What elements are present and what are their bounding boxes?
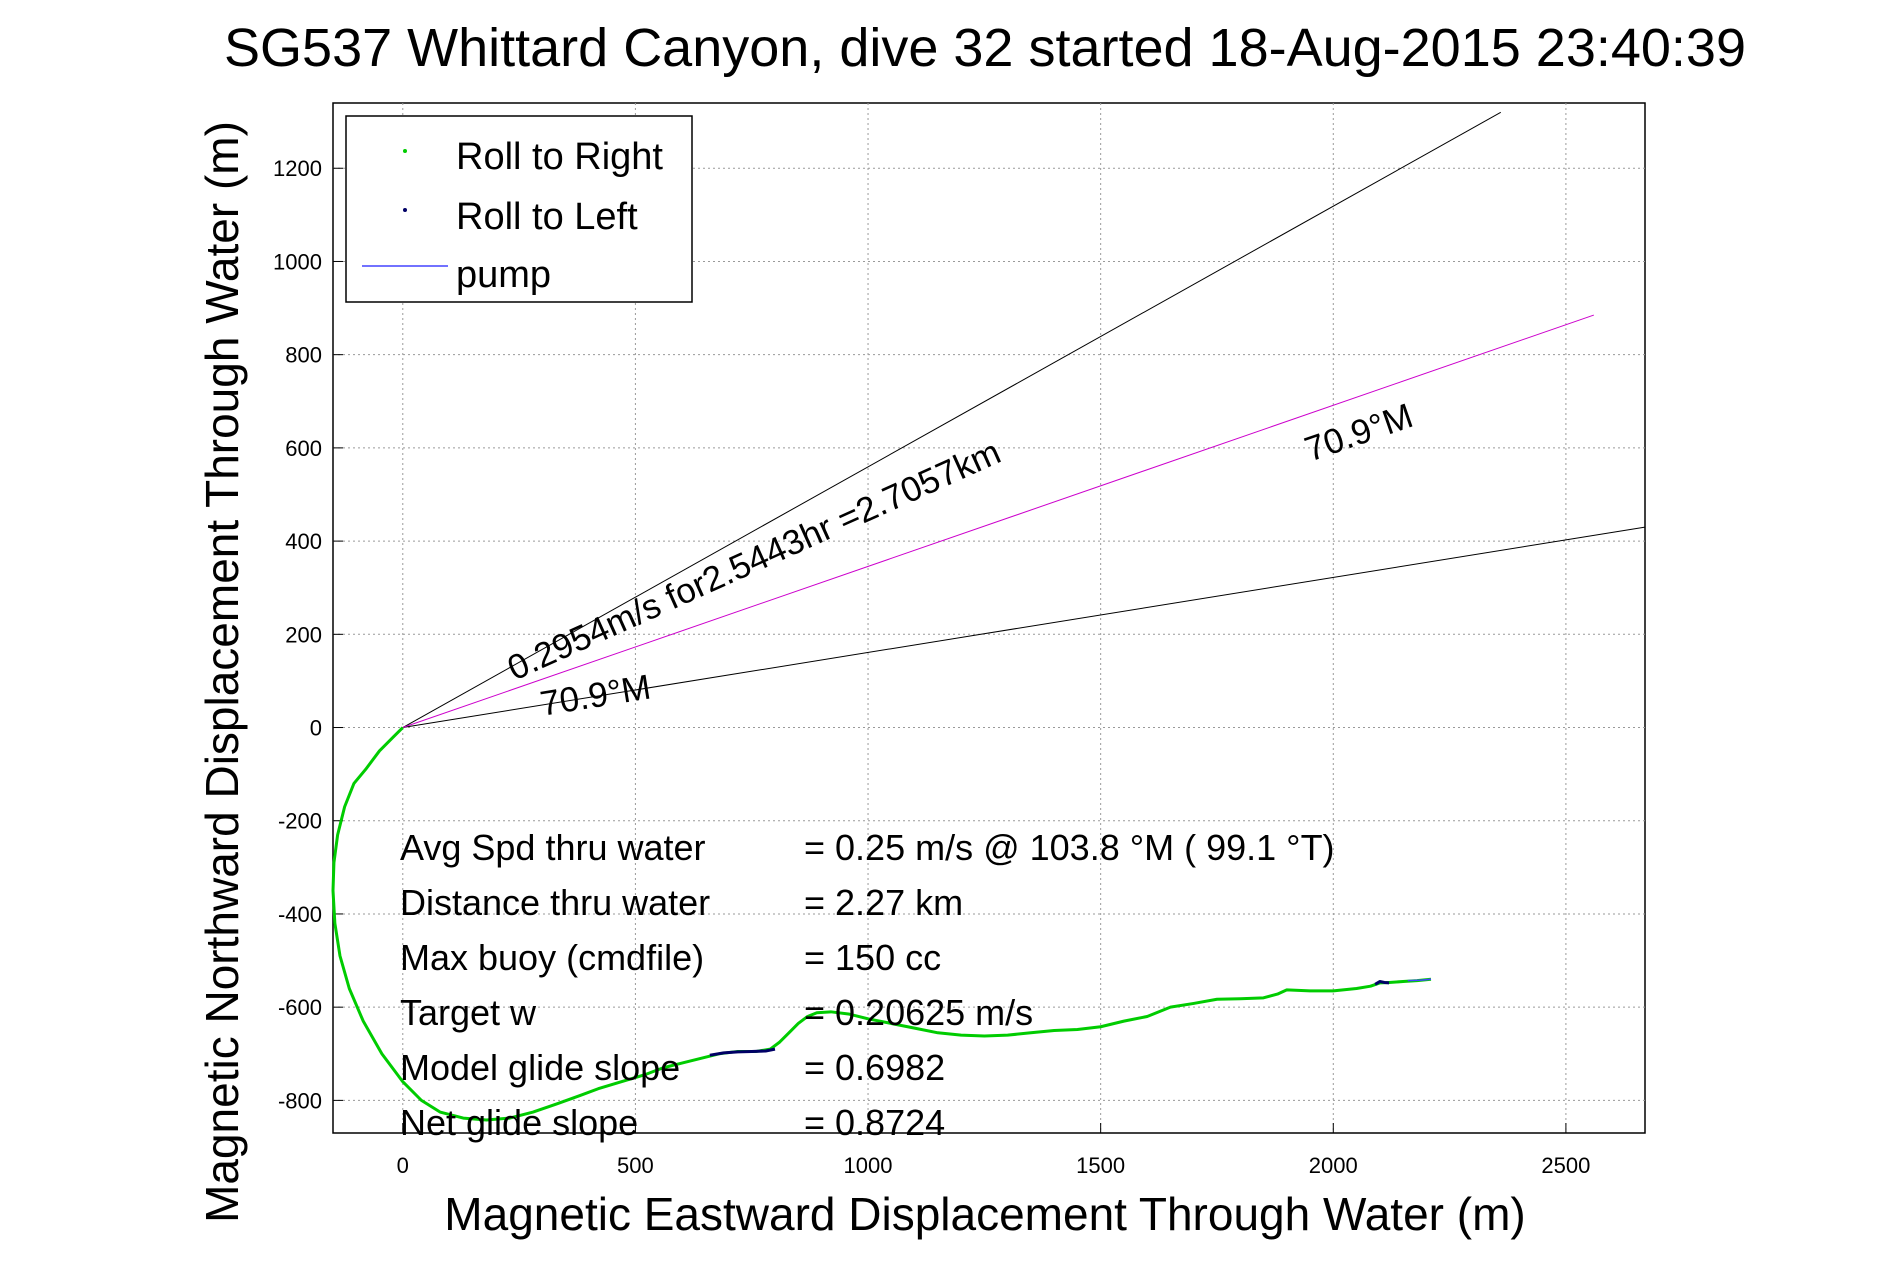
dive-statistics: Avg Spd thru water = 0.25 m/s @ 103.8 °M…: [400, 827, 1335, 1143]
y-tick-label: 1000: [273, 249, 322, 274]
stat-value: = 0.25 m/s @ 103.8 °M ( 99.1 °T): [804, 827, 1335, 868]
series-roll-left: [1374, 980, 1390, 986]
legend: Roll to Right Roll to Left pump: [345, 115, 693, 303]
y-tick-label: 400: [285, 529, 322, 554]
series-roll-left: [709, 1047, 776, 1057]
y-tick-label: -200: [278, 809, 322, 834]
x-tick-label: 2000: [1309, 1153, 1358, 1178]
x-tick-label: 0: [397, 1153, 409, 1178]
x-axis-label: Magnetic Eastward Displacement Through W…: [444, 1188, 1525, 1240]
legend-marker-roll-left: [403, 208, 407, 212]
lower-bound-line: [402, 526, 1646, 729]
stat-label: Avg Spd thru water: [400, 827, 706, 868]
stat-value: = 0.8724: [804, 1102, 945, 1143]
series-pump: [1407, 978, 1432, 982]
stat-value: = 0.20625 m/s: [804, 992, 1033, 1033]
stat-value: = 2.27 km: [804, 882, 963, 923]
legend-label-roll-right: Roll to Right: [456, 136, 663, 178]
legend-label-roll-left: Roll to Left: [456, 196, 638, 238]
y-tick-label: 200: [285, 622, 322, 647]
stat-label: Target w: [400, 992, 537, 1033]
y-tick-label: 1200: [273, 156, 322, 181]
stat-value: = 0.6982: [804, 1047, 945, 1088]
upper-bound-line: [402, 111, 1502, 728]
x-tick-labels: 0 500 1000 1500 2000 2500: [397, 1153, 1591, 1178]
y-tick-label: -600: [278, 995, 322, 1020]
stat-label: Max buoy (cmdfile): [400, 937, 704, 978]
reference-lines: [402, 111, 1646, 729]
x-tick-label: 1500: [1076, 1153, 1125, 1178]
y-tick-label: 600: [285, 436, 322, 461]
y-tick-label: -800: [278, 1088, 322, 1113]
stat-label: Distance thru water: [400, 882, 710, 923]
y-tick-label: -400: [278, 902, 322, 927]
series-layer: [331, 726, 1432, 1122]
y-axis-label: Magnetic Northward Displacement Through …: [196, 121, 248, 1223]
legend-marker-roll-right: [403, 149, 407, 153]
stat-label: Net glide slope: [400, 1102, 638, 1143]
stat-label: Model glide slope: [400, 1047, 680, 1088]
y-tick-label: 0: [310, 716, 322, 741]
stat-value: = 150 cc: [804, 937, 941, 978]
x-tick-label: 2500: [1541, 1153, 1590, 1178]
legend-label-pump: pump: [456, 254, 551, 296]
x-tick-label: 500: [617, 1153, 654, 1178]
chart-title: SG537 Whittard Canyon, dive 32 started 1…: [224, 18, 1746, 78]
series-roll-right: [331, 726, 1432, 1122]
y-tick-labels: -800 -600 -400 -200 0 200 400 600 800 1000 1200: [273, 156, 322, 1113]
x-tick-label: 1000: [844, 1153, 893, 1178]
heading-line: [402, 314, 1594, 728]
y-tick-label: 800: [285, 343, 322, 368]
